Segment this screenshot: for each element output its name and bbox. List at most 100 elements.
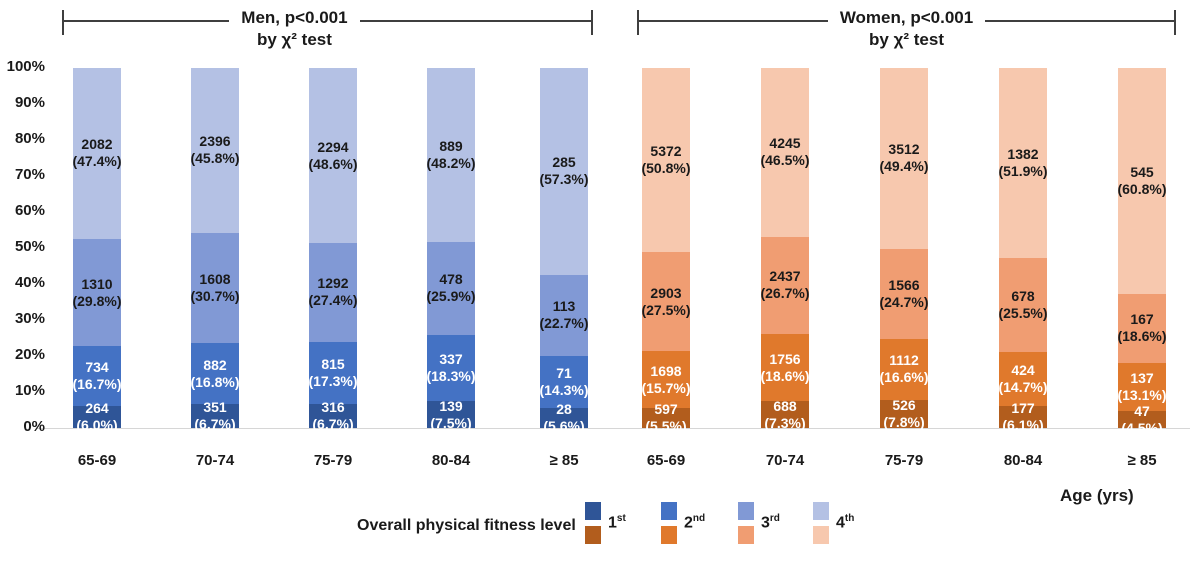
segment-label: 2082 (47.4%) bbox=[72, 136, 122, 170]
segment-men-≥ 85-3rd: 113 (22.7%) bbox=[539, 274, 589, 357]
women-annotation-line2: by χ² test bbox=[869, 30, 944, 49]
segment-women-80-84-4th: 1382 (51.9%) bbox=[998, 68, 1048, 259]
segment-label: 316 (6.7%) bbox=[312, 398, 354, 432]
y-axis-tick: 90% bbox=[14, 94, 45, 111]
y-axis-tick: 0% bbox=[23, 418, 45, 435]
segment-men-80-84-1st: 139 (7.5%) bbox=[427, 398, 475, 431]
segment-women-65-69-2nd: 1698 (15.7%) bbox=[641, 351, 691, 409]
segment-label: 1608 (30.7%) bbox=[190, 271, 240, 305]
segment-women-75-79-2nd: 1112 (16.6%) bbox=[879, 338, 929, 400]
x-axis-tick-women-75-79: 75-79 bbox=[884, 452, 924, 469]
segment-label: 478 (25.9%) bbox=[426, 271, 476, 305]
x-axis-tick-men-65-69: 65-69 bbox=[77, 452, 117, 469]
segment-label: 4245 (46.5%) bbox=[760, 135, 810, 169]
segment-label: 137 (13.1%) bbox=[1117, 370, 1167, 403]
bar-women-75-79: 526 (7.8%) 1112 (16.6%) 1566 (24.7%) 3512 (49.4… bbox=[879, 68, 929, 430]
legend-rank: 4 bbox=[836, 514, 845, 532]
men-annotation: Men, p<0.001 by χ² test bbox=[229, 7, 359, 51]
x-axis-tick-men-80-84: 80-84 bbox=[431, 452, 471, 469]
legend-rank-suffix: nd bbox=[692, 513, 706, 525]
legend-rank: 3 bbox=[761, 514, 770, 532]
segment-men-80-84-2nd: 337 (18.3%) bbox=[426, 335, 476, 401]
legend-rank-suffix: th bbox=[844, 513, 855, 525]
segment-women-≥ 85-1st: 47 (4.5%) bbox=[1118, 403, 1166, 436]
segment-label: 5372 (50.8%) bbox=[641, 142, 691, 176]
legend-title: Overall physical fitness level bbox=[357, 517, 576, 534]
segment-label: 424 (14.7%) bbox=[998, 361, 1048, 395]
legend-swatch-men-4th bbox=[813, 502, 829, 520]
legend-rank-suffix: rd bbox=[769, 513, 780, 525]
legend-swatch-women-3rd bbox=[738, 526, 754, 544]
segment-men-80-84-4th: 889 (48.2%) bbox=[426, 68, 476, 242]
bar-women-65-69: 597 (5.5%) 1698 (15.7%) 2903 (27.5%) 5372 (50.8… bbox=[641, 68, 691, 434]
segment-men-75-79-2nd: 815 (17.3%) bbox=[308, 341, 358, 404]
x-axis-tick-women-≥ 85: ≥ 85 bbox=[1127, 452, 1157, 469]
y-axis-tick: 40% bbox=[14, 274, 45, 291]
women-significance-bracket: Women, p<0.001 by χ² test bbox=[637, 7, 1177, 51]
segment-label: 1756 (18.6%) bbox=[760, 350, 810, 384]
bar-women-70-74: 688 (7.3%) 1756 (18.6%) 2437 (26.7%) 4245 (46.5… bbox=[760, 68, 810, 431]
segment-label: 285 (57.3%) bbox=[539, 154, 589, 188]
segment-women-65-69-3rd: 2903 (27.5%) bbox=[641, 251, 691, 352]
legend-entry-3rd: 3rd bbox=[738, 502, 780, 544]
y-axis-tick: 20% bbox=[14, 346, 45, 363]
legend-label-1st: 1st bbox=[608, 513, 626, 532]
segment-label: 1310 (29.8%) bbox=[72, 275, 122, 309]
y-axis-tick: 30% bbox=[14, 310, 45, 327]
segment-label: 337 (18.3%) bbox=[426, 351, 476, 385]
bar-men-≥ 85: 28 (5.6%) 71 (14.3%) 113 (22.7%) 285 (57.3%) bbox=[539, 68, 589, 434]
segment-men-75-79-3rd: 1292 (27.4%) bbox=[308, 243, 358, 342]
y-axis-tick: 80% bbox=[14, 130, 45, 147]
segment-men-75-79-1st: 316 (6.7%) bbox=[309, 399, 357, 432]
segment-label: 2294 (48.6%) bbox=[308, 138, 358, 172]
segment-label: 1112 (16.6%) bbox=[879, 352, 929, 386]
segment-label: 2903 (27.5%) bbox=[641, 284, 691, 318]
segment-men-70-74-1st: 351 (6.7%) bbox=[191, 399, 239, 432]
segment-label: 678 (25.5%) bbox=[998, 288, 1048, 322]
segment-label: 815 (17.3%) bbox=[308, 355, 358, 389]
x-axis-title: Age (yrs) bbox=[1060, 486, 1134, 505]
segment-men-80-84-3rd: 478 (25.9%) bbox=[426, 241, 476, 336]
segment-men-≥ 85-2nd: 71 (14.3%) bbox=[539, 356, 589, 408]
segment-men-65-69-1st: 264 (6.0%) bbox=[73, 400, 121, 433]
segment-women-80-84-1st: 177 (6.1%) bbox=[999, 400, 1047, 433]
legend-rank: 2 bbox=[684, 514, 693, 532]
x-axis-tick-women-65-69: 65-69 bbox=[646, 452, 686, 469]
bar-men-70-74: 351 (6.7%) 882 (16.8%) 1608 (30.7%) 2396 (45.8%… bbox=[190, 68, 240, 432]
segment-women-80-84-3rd: 678 (25.5%) bbox=[998, 258, 1048, 352]
bracket-left-tick bbox=[637, 10, 639, 35]
bar-men-75-79: 316 (6.7%) 815 (17.3%) 1292 (27.4%) 2294 (48.6%… bbox=[308, 68, 358, 432]
legend-swatch-men-1st bbox=[585, 502, 601, 520]
legend-swatch-men-3rd bbox=[738, 502, 754, 520]
legend-swatch-women-4th bbox=[813, 526, 829, 544]
legend-label-3rd: 3rd bbox=[761, 513, 780, 532]
segment-label: 113 (22.7%) bbox=[539, 298, 589, 332]
segment-men-70-74-2nd: 882 (16.8%) bbox=[190, 343, 240, 404]
bracket-line bbox=[985, 20, 1175, 22]
legend-swatch-men-2nd bbox=[661, 502, 677, 520]
women-annotation: Women, p<0.001 by χ² test bbox=[828, 7, 985, 51]
bar-men-80-84: 139 (7.5%) 337 (18.3%) 478 (25.9%) 889 (48.2%) bbox=[426, 68, 476, 431]
segment-label: 688 (7.3%) bbox=[764, 397, 806, 431]
men-significance-bracket: Men, p<0.001 by χ² test bbox=[62, 7, 593, 51]
segment-women-70-74-1st: 688 (7.3%) bbox=[761, 398, 809, 431]
legend-swatch-women-2nd bbox=[661, 526, 677, 544]
segment-women-75-79-1st: 526 (7.8%) bbox=[880, 396, 928, 430]
segment-women-75-79-4th: 3512 (49.4%) bbox=[879, 68, 929, 249]
segment-label: 882 (16.8%) bbox=[190, 356, 240, 390]
y-axis-tick: 10% bbox=[14, 382, 45, 399]
bracket-right-tick bbox=[1174, 10, 1177, 35]
segment-label: 545 (60.8%) bbox=[1117, 163, 1167, 197]
segment-label: 71 (14.3%) bbox=[539, 365, 589, 399]
segment-women-≥ 85-3rd: 167 (18.6%) bbox=[1117, 293, 1167, 363]
segment-label: 526 (7.8%) bbox=[883, 396, 925, 430]
legend-rank-suffix: st bbox=[616, 513, 626, 525]
segment-label: 167 (18.6%) bbox=[1117, 311, 1167, 345]
segment-women-≥ 85-2nd: 137 (13.1%) bbox=[1117, 362, 1167, 412]
y-axis-tick: 70% bbox=[14, 166, 45, 183]
segment-men-65-69-4th: 2082 (47.4%) bbox=[72, 68, 122, 239]
segment-women-70-74-3rd: 2437 (26.7%) bbox=[760, 236, 810, 334]
legend-swatches bbox=[738, 502, 754, 544]
segment-women-75-79-3rd: 1566 (24.7%) bbox=[879, 248, 929, 339]
